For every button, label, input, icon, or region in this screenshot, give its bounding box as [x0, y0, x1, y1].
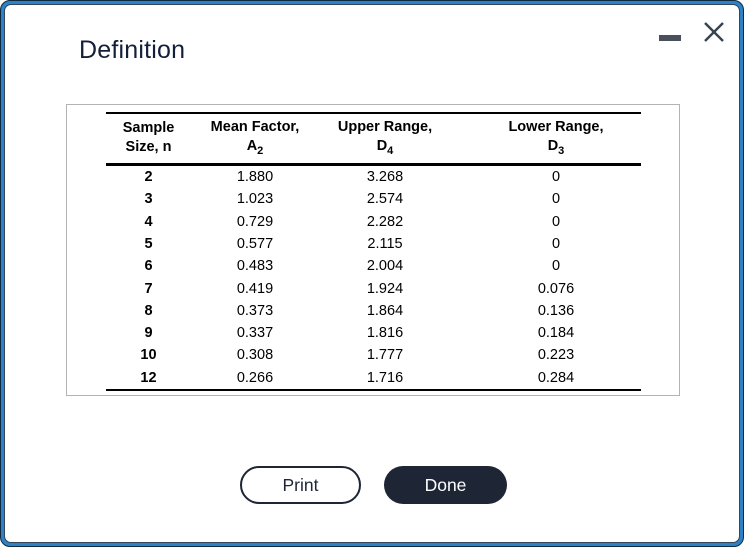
cell-mean-factor: 0.419: [236, 280, 274, 297]
table-row: 12 0.266 1.716 0.284: [106, 366, 641, 392]
done-button[interactable]: Done: [384, 466, 507, 504]
cell-sample-size: 3: [144, 191, 153, 208]
cell-sample-size: 5: [144, 235, 153, 252]
cell-lower-range: 0: [551, 169, 561, 186]
cell-upper-range: 2.282: [366, 213, 404, 230]
cell-lower-range: 0.184: [537, 325, 575, 342]
cell-upper-range: 3.268: [366, 169, 404, 186]
cell-mean-factor: 0.483: [236, 258, 274, 275]
cell-mean-factor: 0.373: [236, 302, 274, 319]
cell-sample-size: 12: [106, 366, 191, 392]
column-header-sample-size: Sample Size, n: [106, 112, 191, 167]
cell-mean-factor: 0.729: [236, 213, 274, 230]
minimize-button[interactable]: [655, 29, 685, 47]
cell-sample-size: 4: [144, 213, 153, 230]
cell-mean-factor: 0.577: [236, 235, 274, 252]
cell-sample-size: 2: [144, 169, 153, 186]
cell-lower-range: 0: [551, 213, 561, 230]
dialog-title: Definition: [79, 36, 186, 64]
cell-lower-range: 0.076: [537, 280, 575, 297]
table-row: 10 0.308 1.777 0.223: [106, 344, 641, 366]
control-chart-constants-table: Sample Size, n Mean Factor, A2 Upper Ran…: [106, 112, 641, 392]
cell-lower-range: 0.136: [537, 302, 575, 319]
table-panel: Sample Size, n Mean Factor, A2 Upper Ran…: [66, 104, 680, 396]
cell-mean-factor: 0.266: [191, 366, 319, 392]
cell-sample-size: 7: [144, 280, 153, 297]
cell-upper-range: 1.864: [366, 302, 404, 319]
cell-upper-range: 1.777: [366, 347, 404, 364]
cell-upper-range: 2.574: [366, 191, 404, 208]
table-row: 8 0.373 1.864 0.136: [106, 300, 641, 322]
column-header-mean-factor: Mean Factor, A2: [191, 112, 319, 167]
cell-lower-range: 0: [551, 191, 561, 208]
cell-mean-factor: 0.337: [236, 325, 274, 342]
column-header-lower-range: Lower Range, D3: [451, 112, 641, 167]
cell-mean-factor: 0.308: [236, 347, 274, 364]
cell-lower-range: 0: [551, 258, 561, 275]
table-row: 7 0.419 1.924 0.076: [106, 278, 641, 300]
table-row: 5 0.577 2.115 0: [106, 233, 641, 255]
cell-lower-range: 0.284: [451, 366, 641, 392]
cell-lower-range: 0.223: [537, 347, 575, 364]
table-row: 2 1.880 3.268 0: [106, 165, 641, 189]
print-button[interactable]: Print: [240, 466, 361, 504]
table-row: 3 1.023 2.574 0: [106, 188, 641, 210]
close-icon: [704, 22, 724, 42]
cell-upper-range: 1.716: [319, 366, 451, 392]
cell-mean-factor: 1.023: [236, 191, 274, 208]
cell-lower-range: 0: [551, 235, 561, 252]
minimize-icon: [659, 35, 681, 41]
cell-upper-range: 1.924: [366, 280, 404, 297]
cell-sample-size: 6: [144, 258, 153, 275]
table-header-row: Sample Size, n Mean Factor, A2 Upper Ran…: [106, 112, 641, 167]
cell-upper-range: 2.004: [366, 258, 404, 275]
cell-mean-factor: 1.880: [236, 169, 274, 186]
table-row: 4 0.729 2.282 0: [106, 211, 641, 233]
cell-upper-range: 1.816: [366, 325, 404, 342]
cell-upper-range: 2.115: [367, 235, 403, 252]
table-row: 9 0.337 1.816 0.184: [106, 322, 641, 344]
cell-sample-size: 10: [140, 347, 157, 364]
column-header-upper-range: Upper Range, D4: [319, 112, 451, 167]
close-button[interactable]: [699, 17, 729, 47]
dialog-content: Definition Sample Size, n: [4, 4, 740, 543]
cell-sample-size: 9: [144, 325, 153, 342]
table-row: 6 0.483 2.004 0: [106, 255, 641, 277]
cell-sample-size: 8: [144, 302, 153, 319]
